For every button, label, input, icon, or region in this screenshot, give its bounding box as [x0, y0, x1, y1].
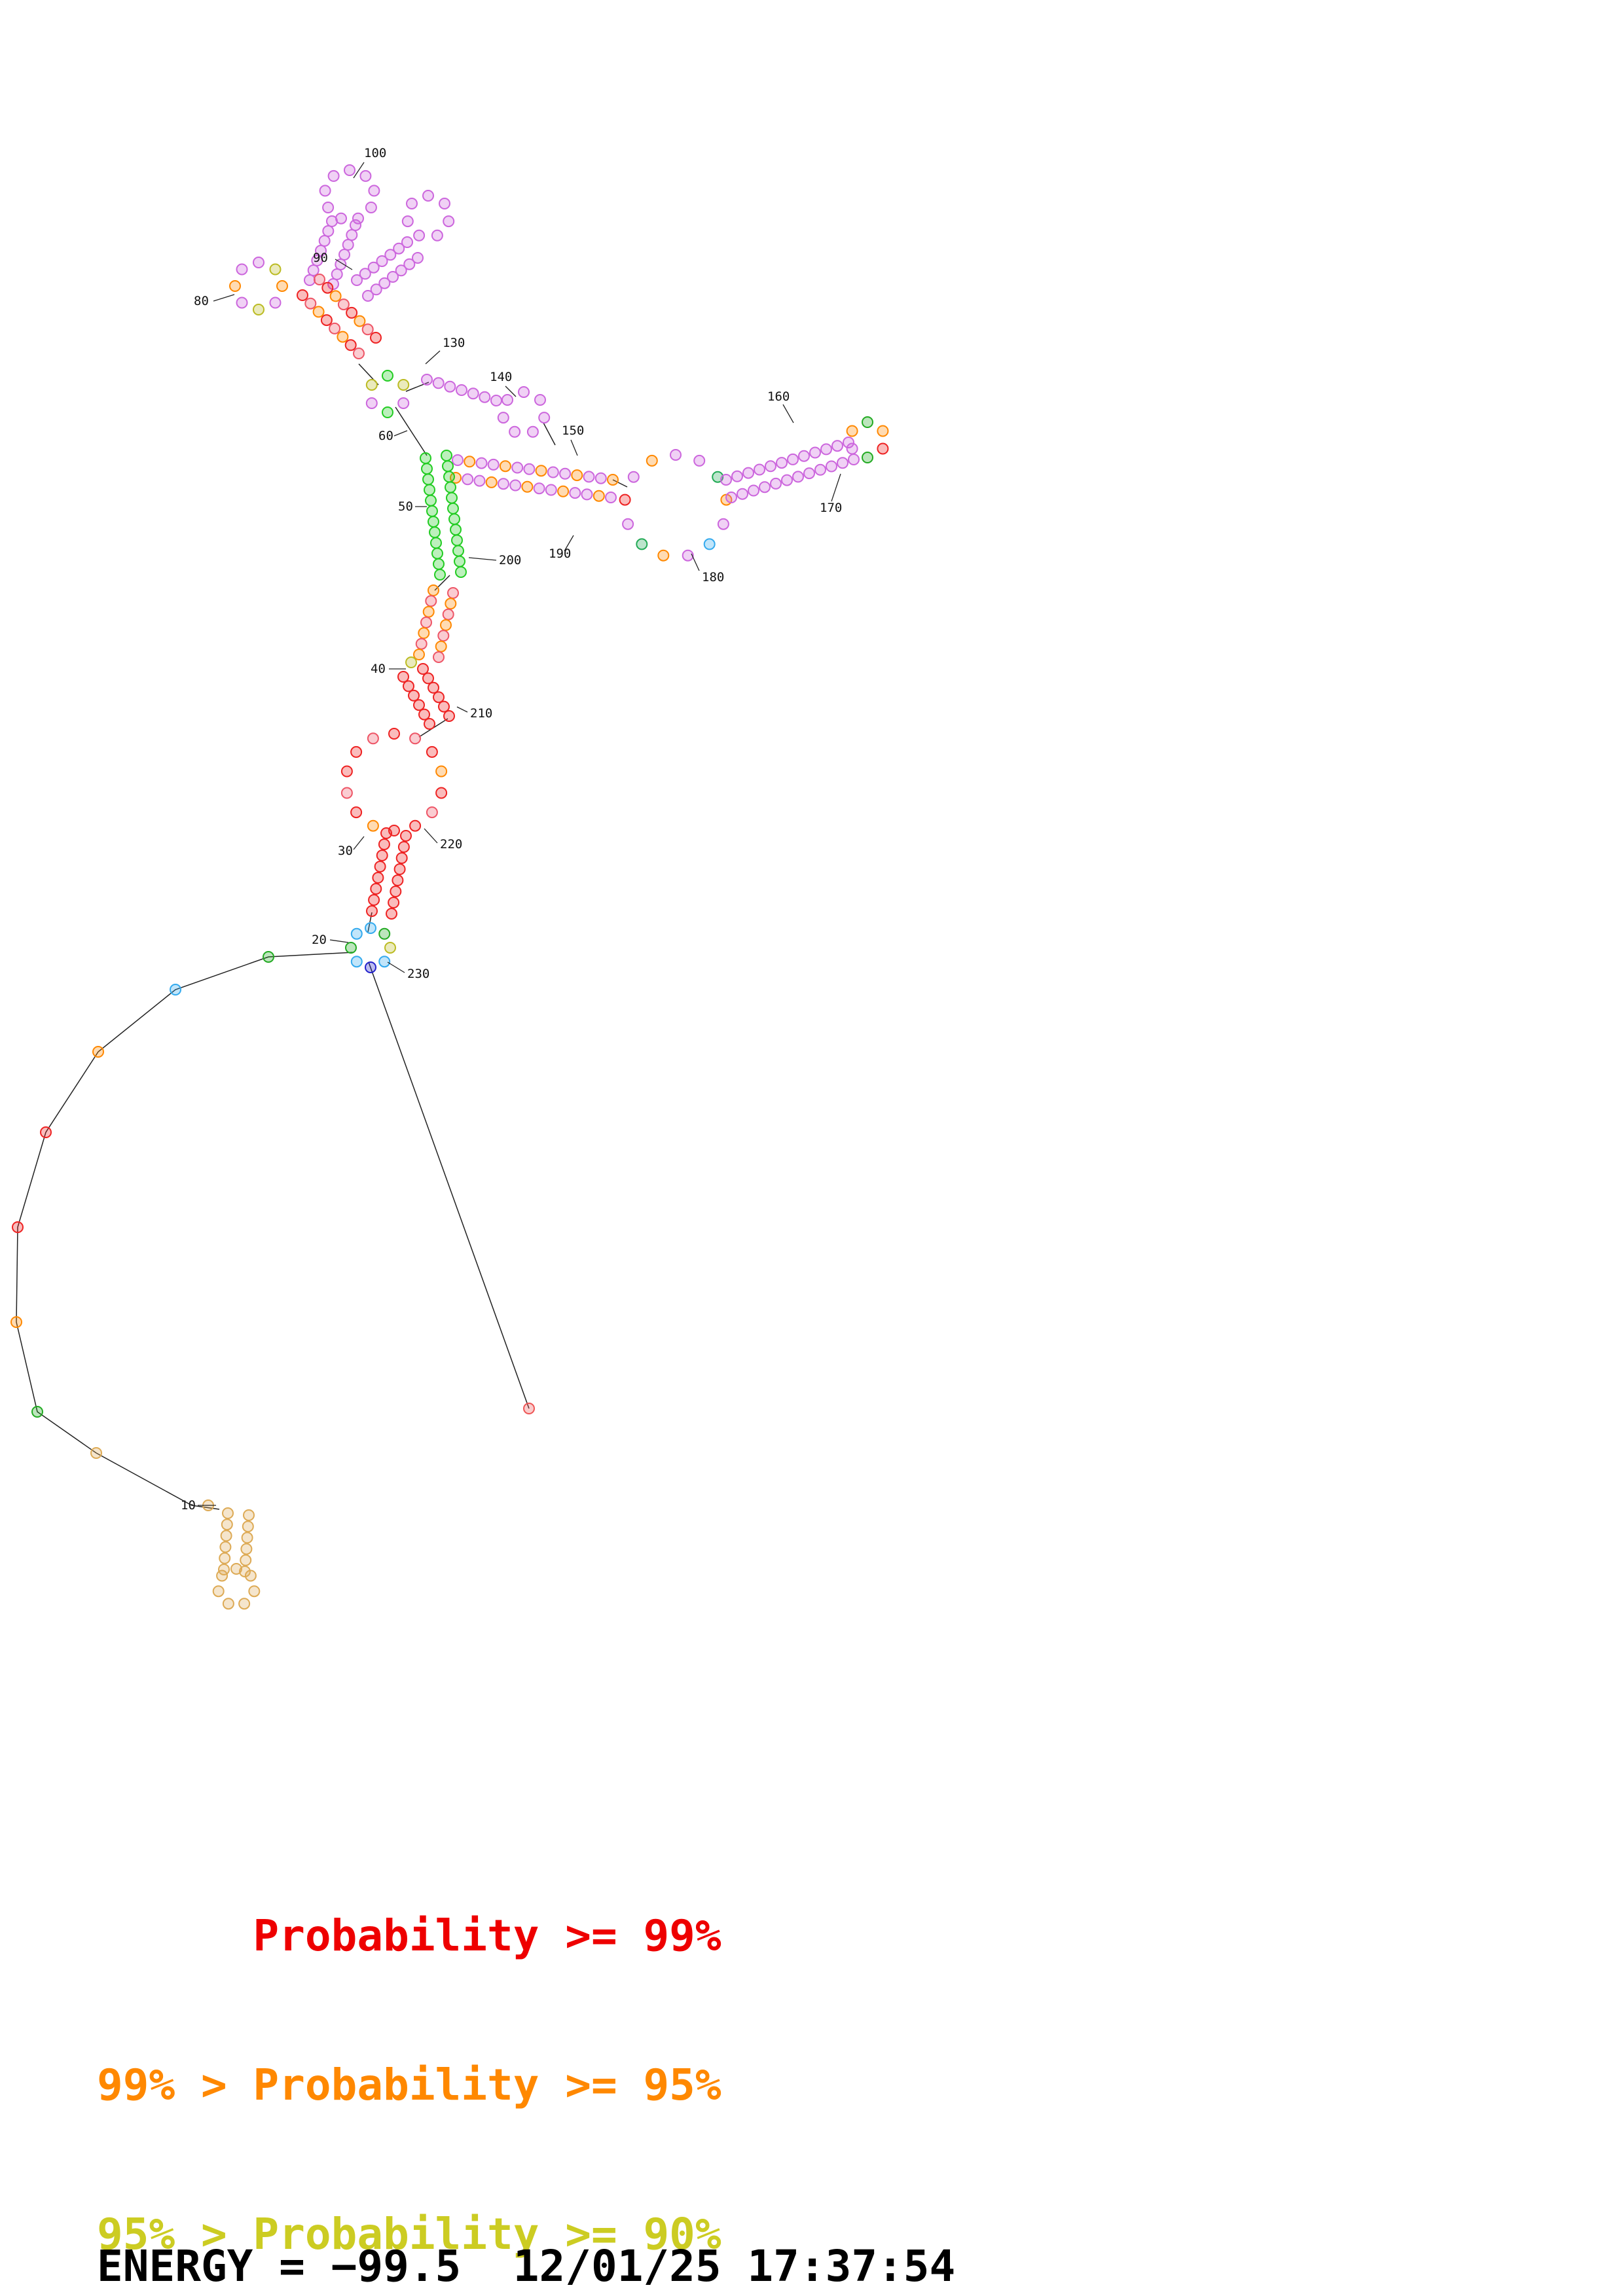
probability-legend: Probability >= 99% 99% > Probability >= …	[97, 1812, 721, 2296]
svg-text:10: 10	[181, 1498, 196, 1513]
svg-text:90: 90	[313, 251, 328, 265]
legend-line-prob-ge-99: Probability >= 99%	[97, 1910, 721, 1961]
svg-text:190: 190	[549, 547, 571, 561]
energy-text: ENERGY = −99.5 12/01/25 17:37:54	[97, 2241, 956, 2291]
svg-text:80: 80	[194, 294, 209, 308]
legend-line-prob-95-99: 99% > Probability >= 95%	[97, 2060, 721, 2110]
svg-text:220: 220	[440, 837, 462, 852]
legend-line-prob-90-95: 95% > Probability >= 90%	[97, 2209, 721, 2259]
svg-text:200: 200	[499, 553, 521, 567]
svg-text:60: 60	[378, 429, 393, 443]
svg-text:100: 100	[364, 146, 386, 160]
svg-text:40: 40	[371, 662, 386, 676]
svg-text:20: 20	[312, 933, 327, 947]
svg-text:150: 150	[562, 423, 584, 438]
svg-text:170: 170	[820, 501, 842, 515]
svg-text:210: 210	[470, 706, 492, 721]
svg-text:140: 140	[490, 370, 512, 384]
svg-text:160: 160	[767, 389, 790, 404]
svg-text:30: 30	[338, 844, 353, 858]
svg-text:50: 50	[398, 499, 413, 514]
svg-text:230: 230	[407, 967, 429, 981]
svg-text:130: 130	[443, 336, 465, 350]
svg-text:180: 180	[702, 570, 724, 584]
